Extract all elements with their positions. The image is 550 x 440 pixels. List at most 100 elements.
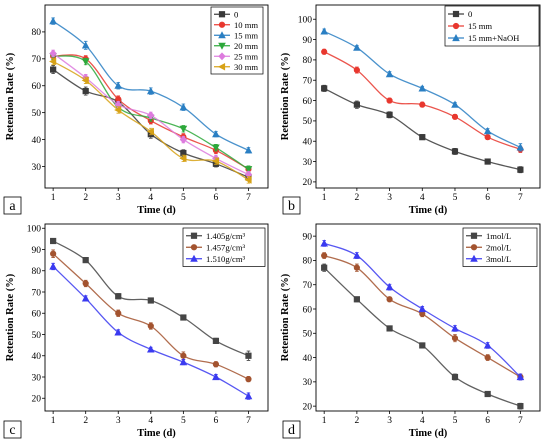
chart-b-series-0-point-4 [451, 148, 459, 155]
chart-d-xtick-label-1: 2 [355, 416, 360, 426]
chart-d-legend-marker-2 [470, 254, 478, 262]
chart-b-series-1-point-5 [484, 134, 491, 141]
chart-d-series-2-point-4 [451, 324, 459, 332]
panel-d-label-box [282, 420, 301, 439]
chart-d-series-0-point-3 [419, 342, 426, 349]
chart-a-plot-frame [44, 4, 269, 189]
chart-b-ytick-label-4: 60 [303, 97, 313, 107]
chart-b-plot-frame [315, 4, 541, 189]
chart-a-y-axis-label: Retention Rate (%) [5, 52, 16, 140]
chart-a-series-3-point-5 [212, 144, 220, 152]
chart-b-xtick-label-6: 7 [518, 193, 523, 203]
chart-c-series-1 [50, 249, 252, 383]
chart-d-series-0-point-1 [353, 296, 360, 303]
chart-b-ytick-label-2: 40 [303, 138, 313, 148]
chart-b-legend-marker-2 [452, 33, 460, 42]
chart-a-series-2-point-6 [244, 146, 253, 154]
chart-d-series-2-point-5 [483, 341, 492, 349]
chart-b-series-1-point-3 [419, 101, 426, 108]
chart-c-xtick-label-4: 5 [181, 416, 186, 426]
chart-b-ytick-label-6: 80 [303, 56, 313, 66]
chart-a-legend-label-0: 0 [234, 9, 238, 19]
chart-b-y-axis-label: Retention Rate (%) [280, 52, 291, 140]
chart-d-series-0-point-0 [321, 264, 328, 271]
chart-d-series-1-point-2 [386, 296, 393, 303]
chart-c-series-1-point-1 [82, 280, 89, 287]
chart-a-series-4-point-4 [179, 135, 188, 144]
chart-panel-a: 1 2 3 4 5 6 7 30 40 50 60 70 80 Time (d) Retention Rat… [3, 4, 269, 216]
chart-a-series-4-point-0 [49, 49, 57, 58]
chart-a-legend-marker-1 [218, 21, 226, 28]
chart-c-series-2-point-3 [147, 345, 155, 353]
chart-c-series-2-point-2 [114, 328, 122, 336]
chart-d-ytick-label-7: 90 [303, 232, 313, 242]
chart-d-xtick-label-5: 6 [485, 416, 490, 426]
chart-d-series-1-point-5 [484, 354, 491, 361]
chart-c-ytick-label-0: 20 [32, 395, 42, 405]
chart-d-series-0-point-2 [386, 325, 393, 332]
chart-b-series-0 [321, 84, 524, 174]
chart-b-xtick-label-1: 2 [355, 193, 360, 203]
chart-a-series-2-point-2 [114, 81, 122, 89]
chart-a-series-3-point-6 [244, 166, 253, 174]
chart-a-legend-marker-4 [218, 52, 226, 61]
chart-d-series-1-point-4 [451, 335, 459, 342]
chart-c-series-2-line [52, 266, 249, 397]
chart-a-series-5-point-3 [146, 127, 154, 136]
chart-a-ytick-label-2: 50 [32, 109, 42, 119]
chart-c-y-axis-label: Retention Rate (%) [5, 273, 16, 361]
chart-d-ytick-label-6: 80 [303, 257, 313, 267]
chart-panel-c: 1 2 3 4 5 6 7 20 30 40 50 60 70 80 90 100 Time (d) Retent… [3, 223, 269, 439]
chart-c-x-axis-label: Time (d) [137, 428, 176, 439]
panel-a-label-box [3, 196, 22, 215]
chart-b-series-1-point-0 [321, 48, 328, 55]
chart-c-series-1-point-4 [180, 352, 187, 359]
chart-a-ytick-label-0: 30 [32, 163, 42, 173]
chart-a-series-3-point-1 [81, 58, 90, 66]
chart-c-legend-label-1: 1.457g/cm³ [206, 242, 246, 252]
chart-a-series-0-point-1 [82, 88, 89, 95]
panel-a-label: a [9, 199, 16, 214]
chart-c-ytick-label-8: 100 [27, 225, 42, 235]
chart-b-series-2 [320, 27, 525, 152]
chart-b-series-2-point-0 [320, 27, 328, 35]
chart-c-xtick-label-3: 4 [148, 416, 153, 426]
chart-a-legend-marker-0 [218, 11, 226, 18]
chart-b-legend-marker-0 [452, 10, 460, 18]
chart-b-xtick-label-5: 6 [485, 193, 490, 203]
panel-c-label: c [9, 423, 15, 438]
chart-b-series-0-point-6 [517, 166, 524, 173]
chart-d-series-0-point-5 [484, 390, 491, 398]
chart-c-xtick-label-5: 6 [214, 416, 219, 426]
chart-a-series-0-point-0 [50, 66, 57, 73]
chart-a-xtick-label-4: 5 [181, 193, 186, 203]
chart-d-xtick-label-3: 4 [420, 416, 425, 426]
chart-d-series-1-point-1 [353, 264, 360, 271]
chart-d-series-2-point-6 [516, 372, 525, 381]
chart-a-ytick-label-5: 80 [32, 28, 42, 38]
chart-d-legend-label-2: 3mol/L [486, 254, 511, 264]
panel-c-label-box [3, 420, 22, 439]
chart-c-series-0 [50, 237, 252, 361]
chart-a-series-2-point-4 [179, 103, 188, 111]
chart-c-series-1-point-3 [147, 322, 154, 330]
chart-a-x-axis-label: Time (d) [137, 205, 176, 216]
chart-panel-b: 1 2 3 4 5 6 7 20 30 40 50 60 70 80 90 100 Time (d) Retent… [280, 4, 541, 216]
chart-d-series-2-point-3 [418, 304, 427, 313]
chart-a-legend-label-2: 15 mm [234, 30, 258, 40]
chart-d-ytick-label-4: 60 [303, 305, 313, 315]
chart-b-series-2-point-6 [516, 143, 525, 151]
chart-c-series-2-point-1 [81, 294, 90, 302]
chart-d-series-0-point-6 [517, 403, 524, 410]
chart-d-series-2-point-2 [385, 283, 394, 291]
chart-b-series-2-point-3 [418, 84, 427, 92]
chart-c-legend-marker-1 [190, 244, 198, 251]
chart-d-xtick-label-0: 1 [322, 416, 327, 426]
chart-c-series-0-point-4 [180, 314, 187, 321]
chart-d-legend-marker-1 [470, 244, 478, 251]
chart-c-ytick-label-6: 80 [32, 267, 42, 277]
chart-c-series-2-point-6 [244, 392, 253, 400]
chart-c-ytick-label-3: 50 [32, 331, 42, 341]
chart-c-ytick-label-4: 60 [32, 310, 42, 320]
chart-c-ytick-label-2: 40 [32, 352, 42, 362]
